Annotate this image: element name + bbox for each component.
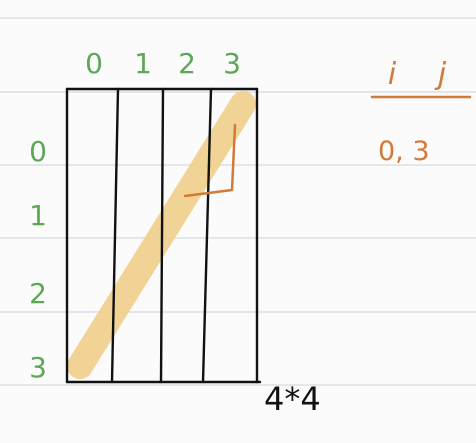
column-index-labels: 0 1 2 3 (85, 47, 241, 80)
row-index: 2 (29, 277, 47, 310)
grid-column-divider (110, 87, 120, 384)
note-header-i: i (388, 57, 397, 92)
matrix-grid (65, 87, 262, 384)
grid-column-divider (159, 87, 165, 384)
grid-column-divider (201, 87, 213, 384)
row-index-labels: 0 1 2 3 (29, 135, 47, 384)
cell-marker (183, 123, 237, 198)
row-index: 3 (29, 351, 47, 384)
column-index: 1 (134, 47, 152, 80)
column-index: 0 (85, 47, 103, 80)
column-index: 3 (223, 47, 241, 80)
grid-size-label: 4*4 (264, 380, 321, 418)
note-header-j: j (434, 57, 447, 92)
note-value: 0, 3 (378, 136, 430, 167)
ruled-lines (0, 17, 476, 386)
column-index: 2 (178, 47, 196, 80)
row-index: 1 (29, 199, 47, 232)
row-index: 0 (29, 135, 47, 168)
index-note: i j 0, 3 (370, 57, 472, 167)
